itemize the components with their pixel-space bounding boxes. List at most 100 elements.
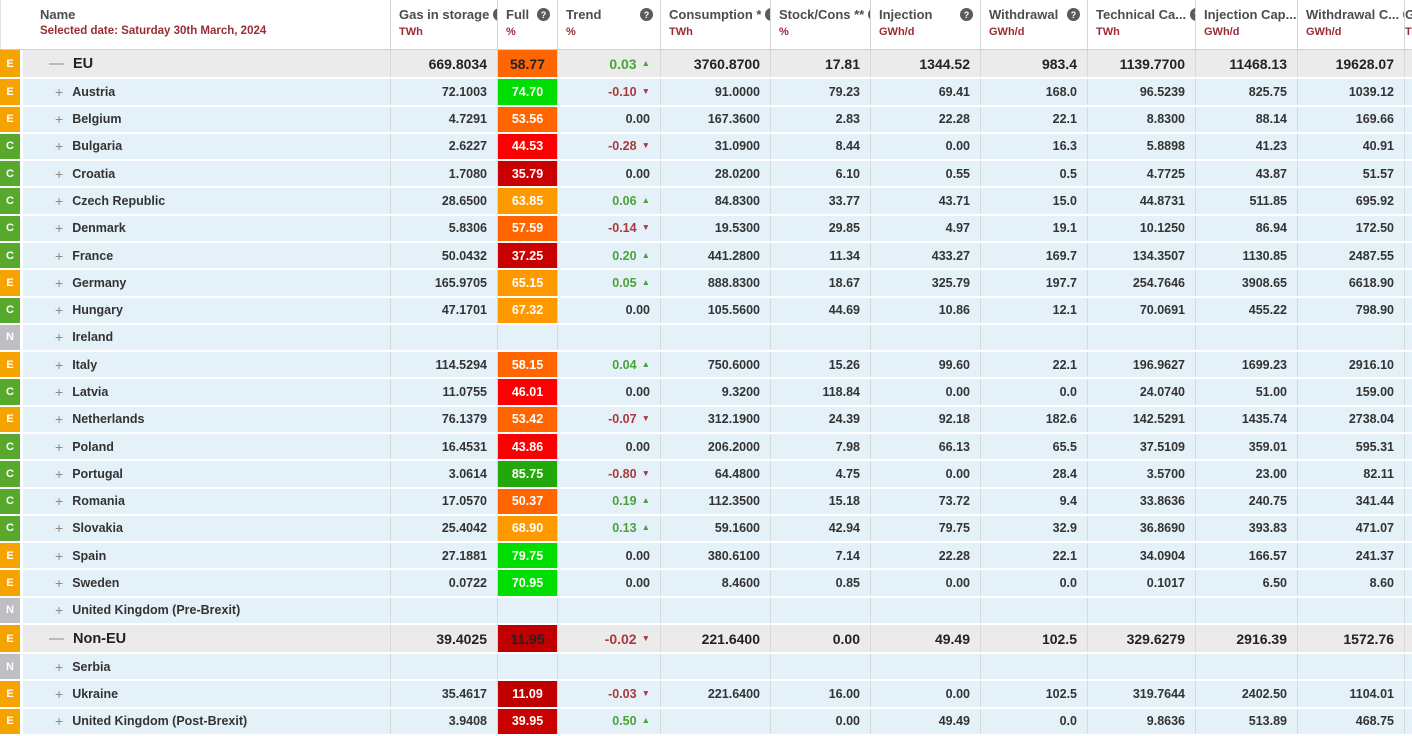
table-row-denmark: C + Denmark 5.8306 57.59 -0.14 ▼ 19.5300 29.85 4.… (0, 215, 1412, 243)
name-cell[interactable]: + Slovakia (23, 515, 390, 542)
help-icon[interactable]: ? (640, 8, 653, 21)
expand-icon[interactable]: + (55, 493, 64, 510)
expand-icon[interactable]: + (55, 302, 64, 319)
table-row-ukraine: E + Ukraine 35.4617 11.09 -0.03 ▼ 221.6400 16.00… (0, 681, 1412, 709)
name-cell[interactable]: — EU (23, 50, 390, 78)
column-header-withdrawal-capacity[interactable]: Withdrawal C...? GWh/d (1297, 0, 1404, 49)
name-cell[interactable]: + Germany (23, 270, 390, 296)
expand-icon[interactable]: + (55, 384, 64, 401)
name-cell[interactable]: + Poland (23, 433, 390, 460)
help-icon[interactable]: ? (960, 8, 973, 21)
expand-icon[interactable]: + (55, 686, 64, 703)
gas-in-storage-value: 3.9408 (448, 714, 487, 729)
name-cell[interactable]: + Hungary (23, 297, 390, 323)
withdrawal-capacity-value: 82.11 (1363, 466, 1394, 481)
consumption-cell: 84.8300 (660, 188, 770, 214)
expand-icon[interactable]: + (55, 83, 64, 100)
expand-icon[interactable]: + (55, 438, 64, 455)
column-header-stock-cons[interactable]: Stock/Cons **?% (770, 0, 870, 49)
name-cell[interactable]: + Latvia (23, 379, 390, 405)
help-icon[interactable]: ? (537, 8, 550, 21)
expand-icon[interactable]: + (55, 247, 64, 264)
gas-in-storage-cell (390, 597, 497, 623)
injection-capacity-cell: 2916.39 (1195, 624, 1297, 653)
trend-value: 0.00 (625, 548, 650, 563)
column-header-technical-capacity[interactable]: Technical Ca...? TWh (1087, 0, 1195, 49)
withdrawal-capacity-cell: 695.92 (1297, 188, 1404, 214)
withdrawal-capacity-value: 798.90 (1355, 303, 1394, 318)
gas-in-storage-cell: 2.6227 (390, 133, 497, 160)
help-icon[interactable]: ? (493, 8, 497, 21)
name-cell[interactable]: + Sweden (23, 570, 390, 596)
technical-capacity-value: 196.9627 (1132, 357, 1185, 372)
column-header-injection[interactable]: Injection? GWh/d (870, 0, 980, 49)
expand-icon[interactable]: + (55, 220, 64, 237)
name-cell[interactable]: + Bulgaria (23, 133, 390, 160)
expand-icon[interactable]: + (55, 713, 64, 730)
help-icon[interactable]: ? (765, 8, 770, 21)
column-header-trend[interactable]: Trend?% (557, 0, 660, 49)
collapse-icon[interactable]: — (49, 630, 64, 648)
row-name: Poland (72, 439, 114, 454)
name-cell[interactable]: + Serbia (23, 654, 390, 680)
gas-in-storage-value: 0.0722 (448, 575, 487, 590)
help-icon[interactable]: ? (1403, 8, 1404, 21)
column-label: Full (506, 7, 530, 22)
column-header-withdrawal[interactable]: Withdrawal? GWh/d (980, 0, 1087, 49)
expand-icon[interactable]: + (55, 602, 64, 619)
name-cell[interactable]: + United Kingdom (Post-Brexit) (23, 708, 390, 735)
technical-capacity-cell: 8.8300 (1087, 106, 1195, 132)
full-value: 63.85 (511, 194, 544, 209)
status-badge: C (0, 242, 20, 269)
name-cell[interactable]: + Romania (23, 488, 390, 514)
full-value: 68.90 (511, 521, 544, 536)
expand-icon[interactable]: + (55, 329, 64, 346)
name-cell[interactable]: + Denmark (23, 215, 390, 241)
name-cell[interactable]: + Portugal (23, 461, 390, 487)
name-cell[interactable]: + Ireland (23, 324, 390, 351)
help-icon[interactable]: ? (868, 8, 870, 21)
name-cell[interactable]: + Croatia (23, 161, 390, 187)
expand-icon[interactable]: + (55, 658, 64, 675)
trend-up-icon: ▲ (641, 249, 650, 260)
name-cell[interactable]: + Ukraine (23, 681, 390, 707)
expand-icon[interactable]: + (55, 111, 64, 128)
name-cell[interactable]: + France (23, 242, 390, 269)
full-value: 37.25 (511, 248, 544, 263)
expand-icon[interactable]: + (55, 274, 64, 291)
expand-icon[interactable]: + (55, 465, 64, 482)
expand-icon[interactable]: + (55, 165, 64, 182)
collapse-icon[interactable]: — (49, 55, 64, 73)
expand-icon[interactable]: + (55, 520, 64, 537)
injection-capacity-cell: 43.87 (1195, 161, 1297, 187)
expand-icon[interactable]: + (55, 193, 64, 210)
expand-icon[interactable]: + (55, 411, 64, 428)
expand-icon[interactable]: + (55, 574, 64, 591)
name-cell[interactable]: + United Kingdom (Pre-Brexit) (23, 597, 390, 623)
full-cell: 79.75 (497, 543, 557, 569)
name-column-header[interactable]: Name Selected date: Saturday 30th March,… (23, 0, 390, 49)
help-icon[interactable]: ? (1190, 8, 1195, 21)
name-cell[interactable]: + Belgium (23, 106, 390, 132)
full-cell: 39.95 (497, 708, 557, 735)
trend-down-icon: ▼ (641, 140, 650, 151)
name-cell[interactable]: + Netherlands (23, 406, 390, 432)
column-header-full[interactable]: Full?% (497, 0, 557, 49)
withdrawal-value: 102.5 (1041, 630, 1077, 647)
help-icon[interactable]: ? (1067, 8, 1080, 21)
expand-icon[interactable]: + (55, 138, 64, 155)
name-cell[interactable]: + Austria (23, 79, 390, 105)
withdrawal-cell (980, 654, 1087, 680)
expand-icon[interactable]: + (55, 356, 64, 373)
column-header-injection-capacity[interactable]: Injection Cap...?GWh/d (1195, 0, 1297, 49)
name-cell[interactable]: + Czech Republic (23, 188, 390, 214)
technical-capacity-value: 37.5109 (1139, 439, 1185, 454)
injection-cell: 69.41 (870, 79, 980, 105)
expand-icon[interactable]: + (55, 547, 64, 564)
column-header-consumption[interactable]: Consumption *? TWh (660, 0, 770, 49)
name-cell[interactable]: + Spain (23, 543, 390, 569)
name-cell[interactable]: — Non-EU (23, 624, 390, 653)
name-cell[interactable]: + Italy (23, 352, 390, 378)
table-row-portugal: C + Portugal 3.0614 85.75 -0.80 ▼ 64.4800 4.75 0.… (0, 461, 1412, 489)
column-header-gas-in-storage[interactable]: Gas in storage? TWh (390, 0, 497, 49)
